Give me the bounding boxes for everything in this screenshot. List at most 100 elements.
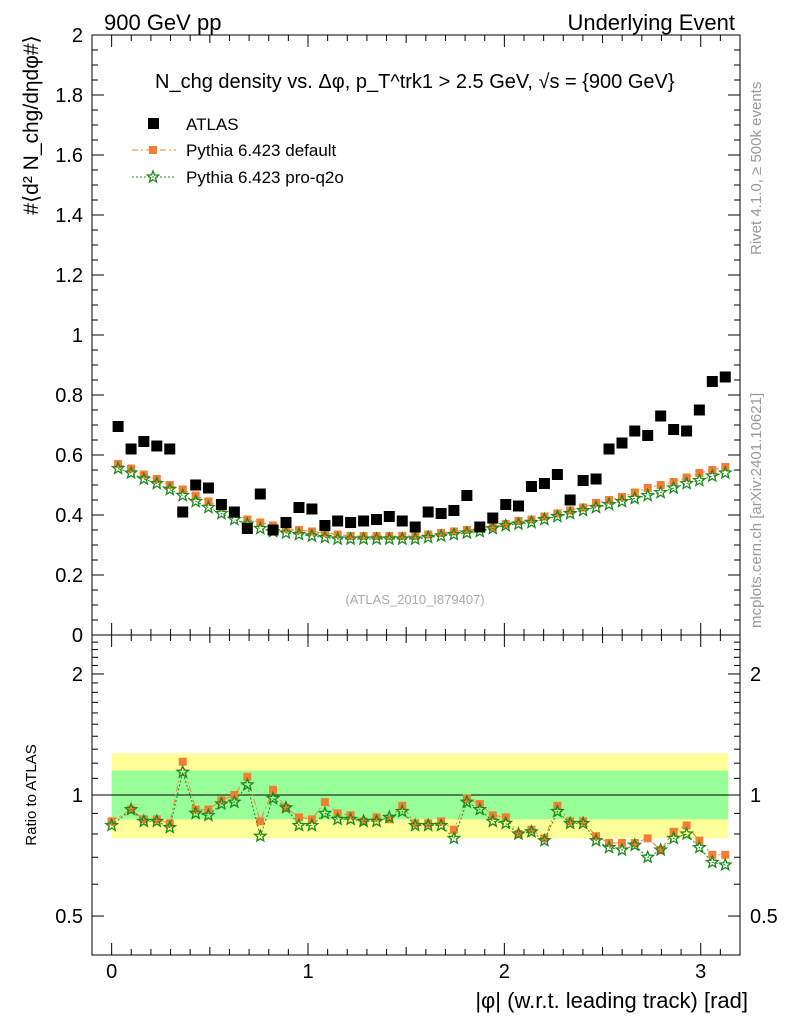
data-point-proq2o <box>640 849 656 864</box>
data-point-atlas <box>241 523 253 534</box>
data-point-default <box>424 819 433 828</box>
data-point-default <box>462 526 471 534</box>
legend-label-proq2o: Pythia 6.423 pro-q2o <box>186 168 344 187</box>
data-point-proq2o <box>433 817 449 832</box>
data-point-proq2o <box>511 826 526 841</box>
data-point-atlas <box>603 443 615 455</box>
data-point-default <box>527 515 536 524</box>
data-point-default <box>178 757 187 766</box>
data-point-proq2o <box>420 817 436 832</box>
data-point-proq2o <box>550 803 565 818</box>
data-point-proq2o <box>575 815 591 830</box>
data-point-atlas <box>125 443 137 455</box>
data-point-default <box>501 520 510 528</box>
legend: ATLAS Pythia 6.423 default Pythia 6.423 … <box>132 115 344 187</box>
data-point-proq2o <box>304 528 320 543</box>
data-point-proq2o <box>239 777 255 792</box>
data-point-proq2o <box>369 531 384 546</box>
data-point-default <box>217 796 226 805</box>
data-point-default <box>579 817 588 826</box>
data-point-proq2o <box>278 799 294 814</box>
data-point-atlas <box>151 440 163 452</box>
data-point-proq2o <box>420 529 436 544</box>
analysis-watermark: (ATLAS_2010_I879407) <box>345 592 484 607</box>
data-point-default <box>346 532 355 540</box>
y-tick-label: 1 <box>72 325 83 347</box>
data-point-default <box>256 817 265 826</box>
data-point-atlas <box>500 499 512 510</box>
data-point-default <box>372 813 381 822</box>
data-point-default <box>540 834 549 843</box>
data-point-proq2o <box>459 794 475 809</box>
data-point-proq2o <box>433 528 449 543</box>
data-point-atlas <box>590 473 602 485</box>
data-point-proq2o <box>717 465 733 480</box>
data-point-proq2o <box>407 531 423 546</box>
data-point-proq2o <box>562 505 578 520</box>
data-point-atlas <box>190 479 202 491</box>
legend-marker-proq2o <box>145 169 161 184</box>
data-point-proq2o <box>472 801 488 816</box>
data-point-proq2o <box>601 839 617 854</box>
data-point-proq2o <box>200 499 216 514</box>
ratio-ylabel: Ratio to ATLAS <box>23 744 40 845</box>
ratio-y-tick-label: 2 <box>72 664 83 686</box>
data-point-proq2o <box>627 837 643 852</box>
data-point-proq2o <box>265 790 281 805</box>
data-point-default <box>152 815 161 824</box>
data-point-proq2o <box>666 830 681 845</box>
legend-marker-default <box>149 146 157 154</box>
data-point-atlas <box>138 436 150 447</box>
data-point-proq2o <box>588 499 604 514</box>
data-point-default <box>139 815 148 824</box>
mcplots-label: mcplots.cern.ch [arXiv:2401.10621] <box>748 393 765 628</box>
data-point-proq2o <box>291 817 307 832</box>
data-point-proq2o <box>459 525 475 540</box>
y-tick-label: 1.2 <box>55 265 83 287</box>
data-point-proq2o <box>381 531 397 546</box>
data-point-proq2o <box>627 490 643 505</box>
data-point-atlas <box>719 371 731 383</box>
data-point-proq2o <box>104 817 119 832</box>
data-point-default <box>372 532 381 540</box>
data-point-default <box>398 532 407 540</box>
data-point-default <box>282 803 291 812</box>
data-point-atlas <box>306 503 318 515</box>
data-point-proq2o <box>524 824 539 839</box>
data-point-atlas <box>461 490 473 501</box>
data-point-proq2o <box>588 832 604 847</box>
ratio-y-tick-label: 1 <box>72 785 83 807</box>
data-point-atlas <box>693 404 705 416</box>
data-point-proq2o <box>562 815 578 830</box>
data-point-atlas <box>577 475 589 486</box>
data-point-atlas <box>422 506 434 518</box>
ratio-y-tick-label-right: 2 <box>750 664 761 686</box>
data-point-proq2o <box>330 811 346 826</box>
data-point-default <box>721 850 730 859</box>
data-point-atlas <box>371 514 383 525</box>
data-point-default <box>320 798 329 807</box>
data-point-proq2o <box>110 460 126 475</box>
process-label: Underlying Event <box>567 10 735 35</box>
data-point-default <box>346 811 355 820</box>
data-point-atlas <box>202 482 214 494</box>
data-point-atlas <box>513 500 525 512</box>
data-point-proq2o <box>162 481 178 496</box>
data-point-proq2o <box>175 487 191 502</box>
data-point-proq2o <box>537 832 552 847</box>
data-point-proq2o <box>252 828 268 843</box>
data-point-default <box>107 817 116 826</box>
y-tick-label: 0 <box>72 625 83 647</box>
series-layer <box>104 371 733 872</box>
legend-marker-atlas <box>148 118 159 129</box>
data-point-proq2o <box>446 526 462 541</box>
data-point-proq2o <box>123 801 139 816</box>
data-point-atlas <box>267 524 279 536</box>
data-point-proq2o <box>691 839 707 854</box>
y-tick-label: 0.4 <box>55 505 83 527</box>
data-point-atlas <box>358 515 370 527</box>
y-tick-label: 0.2 <box>55 565 83 587</box>
data-point-default <box>643 834 652 843</box>
data-point-atlas <box>112 421 124 432</box>
data-point-default <box>437 817 446 826</box>
